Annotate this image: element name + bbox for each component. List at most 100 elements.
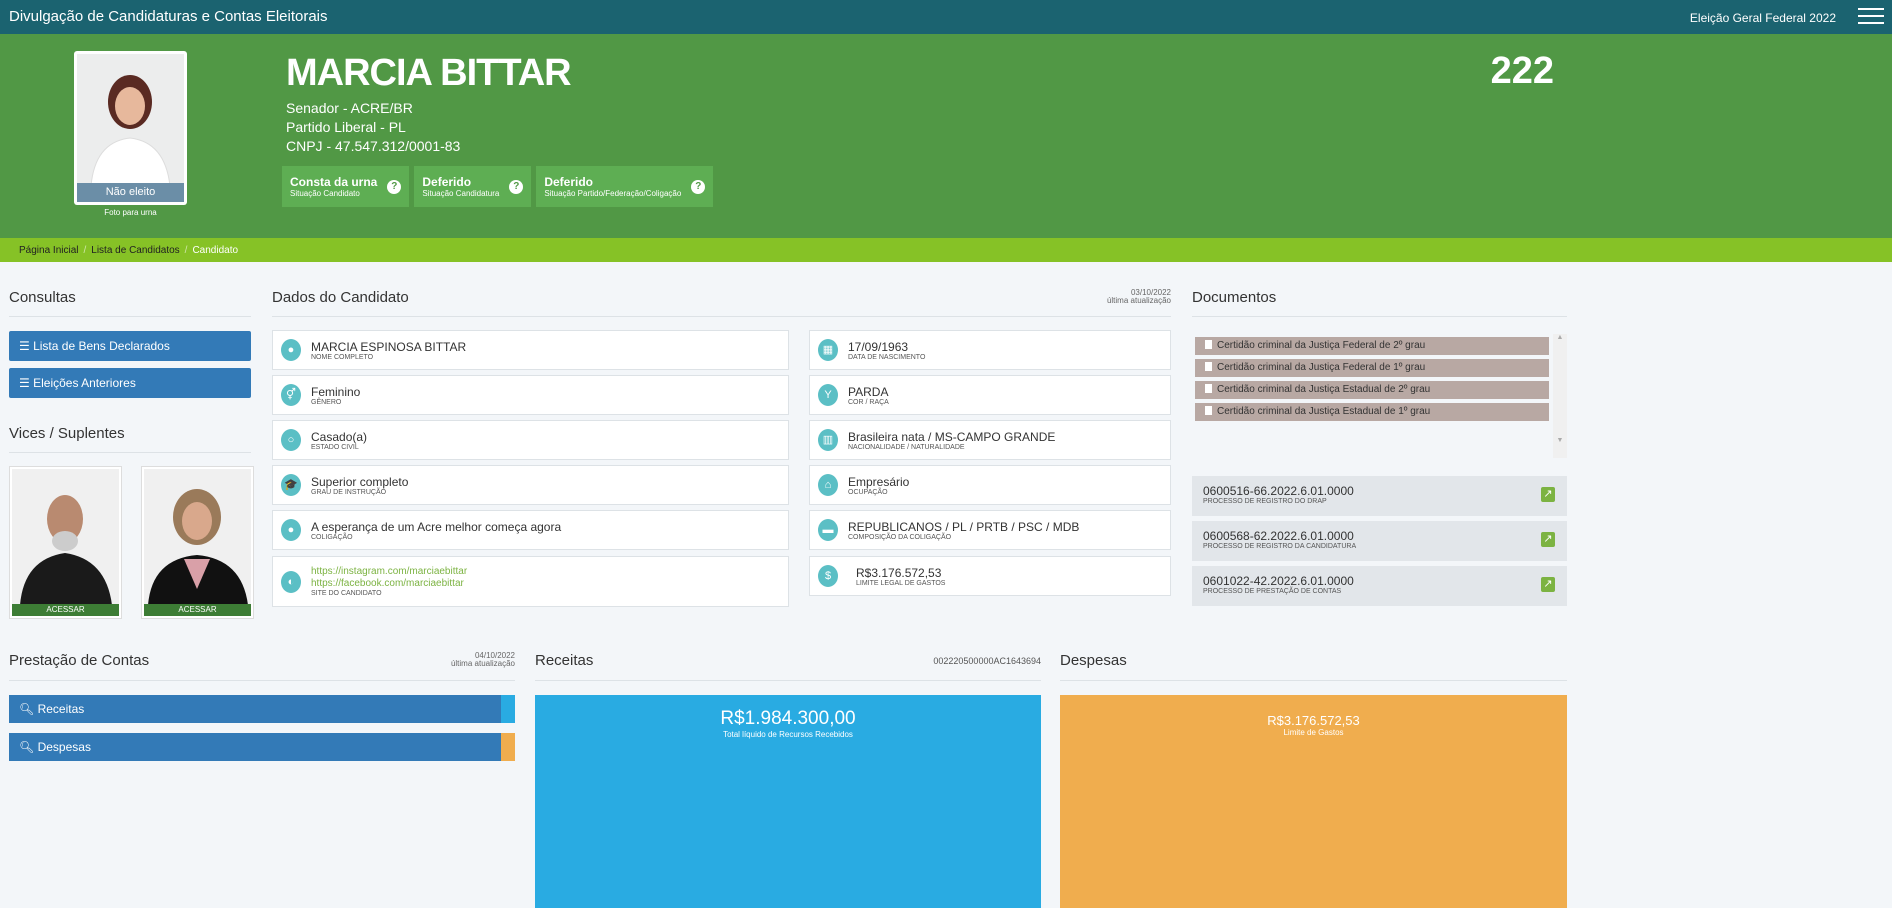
info-card-genero: ⚥ Feminino GÊNERO <box>272 375 789 415</box>
eleicoes-anteriores-button[interactable]: ☰ Eleições Anteriores <box>9 368 251 398</box>
document-item[interactable]: Certidão criminal da Justiça Federal de … <box>1195 337 1549 355</box>
info-card-composicao: ▬ REPUBLICANOS / PL / PRTB / PSC / MDB COM… <box>809 510 1171 550</box>
badge-value: Deferido <box>544 175 593 189</box>
app-title[interactable]: Divulgação de Candidaturas e Contas Elei… <box>9 8 328 25</box>
info-value: MARCIA ESPINOSA BITTAR <box>311 339 467 354</box>
info-label: GRAU DE INSTRUÇÃO <box>311 488 387 496</box>
status-badge: Deferido Situação Partido/Federação/Colig… <box>536 166 714 207</box>
info-value: R$3.176.572,53 <box>856 565 942 580</box>
external-link-icon[interactable]: ↗ <box>1541 487 1555 502</box>
info-value: Brasileira nata / MS-CAMPO GRANDE <box>848 429 1056 444</box>
processo-number: 0600568-62.2022.6.01.0000 <box>1203 529 1354 543</box>
documentos-title: Documentos <box>1192 289 1277 306</box>
button-label: Lista de Bens Declarados <box>33 339 170 353</box>
dados-title: Dados do Candidato <box>272 289 409 306</box>
acessar-button[interactable]: ACESSAR <box>144 604 251 616</box>
candidate-office: Senador - ACRE/BR <box>286 100 413 116</box>
despesas-button[interactable]: 🔍︎ Despesas <box>9 733 515 761</box>
candidate-cnpj: CNPJ - 47.547.312/0001-83 <box>286 138 461 154</box>
despesas-label: Limite de Gastos <box>1283 728 1344 737</box>
document-item[interactable]: Certidão criminal da Justiça Federal de … <box>1195 359 1549 377</box>
instagram-link[interactable]: https://instagram.com/marciaebittar <box>311 566 468 577</box>
receitas-code: 002220500000AC1643694 <box>933 656 1041 666</box>
processo-item[interactable]: 0601022-42.2022.6.01.0000 PROCESSO DE PRE… <box>1192 566 1567 606</box>
processo-item[interactable]: 0600568-62.2022.6.01.0000 PROCESSO DE REG… <box>1192 521 1567 561</box>
button-label: Eleições Anteriores <box>33 376 136 390</box>
calendar-icon: ▦ <box>818 339 838 361</box>
document-item[interactable]: Certidão criminal da Justiça Estadual de… <box>1195 381 1549 399</box>
prestacao-title: Prestação de Contas <box>9 652 150 669</box>
info-card-estado-civil: ○ Casado(a) ESTADO CIVIL <box>272 420 789 460</box>
external-link-icon[interactable]: ↗ <box>1541 532 1555 547</box>
help-icon[interactable]: ? <box>387 179 402 194</box>
breadcrumb-list[interactable]: Lista de Candidatos <box>91 245 180 256</box>
info-value: Superior completo <box>311 474 409 489</box>
group-icon: ● <box>281 519 301 541</box>
button-label: Receitas <box>37 702 85 716</box>
documents-list: Certidão criminal da Justiça Federal de … <box>1192 334 1567 458</box>
document-item[interactable]: Certidão criminal da Justiça Estadual de… <box>1195 403 1549 421</box>
info-value: Feminino <box>311 384 361 399</box>
info-value: Empresário <box>848 474 910 489</box>
info-label: NACIONALIDADE / NATURALIDADE <box>848 443 965 451</box>
folder-icon: ▬ <box>818 519 838 541</box>
info-label: LIMITE LEGAL DE GASTOS <box>856 579 946 587</box>
processo-label: PROCESSO DE REGISTRO DO DRAP <box>1203 498 1327 505</box>
updated-label: última atualização <box>1106 296 1171 305</box>
info-value: 17/09/1963 <box>848 339 909 354</box>
info-label: ESTADO CIVIL <box>311 443 359 451</box>
acessar-button[interactable]: ACESSAR <box>12 604 119 616</box>
receitas-value: R$1.984.300,00 <box>720 708 856 729</box>
info-card-nome: ● MARCIA ESPINOSA BITTAR NOME COMPLETO <box>272 330 789 370</box>
photo-caption: Foto para urna <box>104 208 157 217</box>
status-badge: Deferido Situação Candidatura? <box>414 166 532 207</box>
info-label: GÊNERO <box>311 398 342 406</box>
help-icon[interactable]: ? <box>691 179 706 194</box>
vice-card[interactable]: ACESSAR <box>141 466 254 619</box>
receitas-title: Receitas <box>535 652 594 669</box>
person-icon: Y <box>818 384 838 406</box>
external-link-icon[interactable]: ↗ <box>1541 577 1555 592</box>
file-icon <box>1205 340 1212 349</box>
badge-label: Situação Candidato <box>290 189 360 198</box>
processo-number: 0600516-66.2022.6.01.0000 <box>1203 484 1354 498</box>
updated-label: última atualização <box>450 659 515 668</box>
lista-bens-button[interactable]: ☰ Lista de Bens Declarados <box>9 331 251 361</box>
info-card-instrucao: 🎓 Superior completo GRAU DE INSTRUÇÃO <box>272 465 789 505</box>
receitas-button[interactable]: 🔍︎ Receitas <box>9 695 515 723</box>
user-icon: ● <box>281 339 301 361</box>
processo-number: 0601022-42.2022.6.01.0000 <box>1203 574 1354 588</box>
file-icon <box>1205 384 1212 393</box>
hamburger-icon[interactable] <box>1858 8 1884 26</box>
badge-label: Situação Candidatura <box>422 189 500 198</box>
candidate-name: MARCIA BITTAR <box>286 52 572 94</box>
bank-icon: ⌂ <box>818 474 838 496</box>
file-icon <box>1205 406 1212 415</box>
info-value: PARDA <box>848 384 889 399</box>
despesas-title: Despesas <box>1060 652 1127 669</box>
button-label: Despesas <box>37 740 91 754</box>
breadcrumb-current: Candidato <box>192 245 239 256</box>
info-label: SITE DO CANDIDATO <box>311 590 382 597</box>
facebook-link[interactable]: https://facebook.com/marciaebittar <box>311 578 464 589</box>
info-label: COMPOSIÇÃO DA COLIGAÇÃO <box>848 533 952 541</box>
badge-value: Deferido <box>422 175 472 189</box>
candidate-party: Partido Liberal - PL <box>286 119 406 135</box>
info-label: COLIGAÇÃO <box>311 533 353 541</box>
vice-card[interactable]: ACESSAR <box>9 466 122 619</box>
info-card-nacionalidade: ▥ Brasileira nata / MS-CAMPO GRANDE NACION… <box>809 420 1171 460</box>
receitas-label: Total líquido de Recursos Recebidos <box>723 730 853 739</box>
breadcrumb-home[interactable]: Página Inicial <box>19 245 79 256</box>
help-icon[interactable]: ? <box>509 179 524 194</box>
globe-icon: ◐ <box>281 570 301 593</box>
processo-item[interactable]: 0600516-66.2022.6.01.0000 PROCESSO DE REG… <box>1192 476 1567 516</box>
info-value: Casado(a) <box>311 429 368 444</box>
election-status: Não eleito <box>77 183 184 202</box>
badge-label: Situação Partido/Federação/Coligação <box>544 189 682 198</box>
vices-title: Vices / Suplentes <box>9 425 125 442</box>
scrollbar[interactable]: ▲ ▼ <box>1553 334 1567 458</box>
despesas-value: R$3.176.572,53 <box>1267 713 1360 728</box>
status-badge: Consta da urna Situação Candidato? <box>282 166 410 207</box>
processo-label: PROCESSO DE REGISTRO DA CANDIDATURA <box>1203 543 1357 550</box>
info-card-limite: $ R$3.176.572,53 LIMITE LEGAL DE GASTOS <box>809 556 1171 596</box>
